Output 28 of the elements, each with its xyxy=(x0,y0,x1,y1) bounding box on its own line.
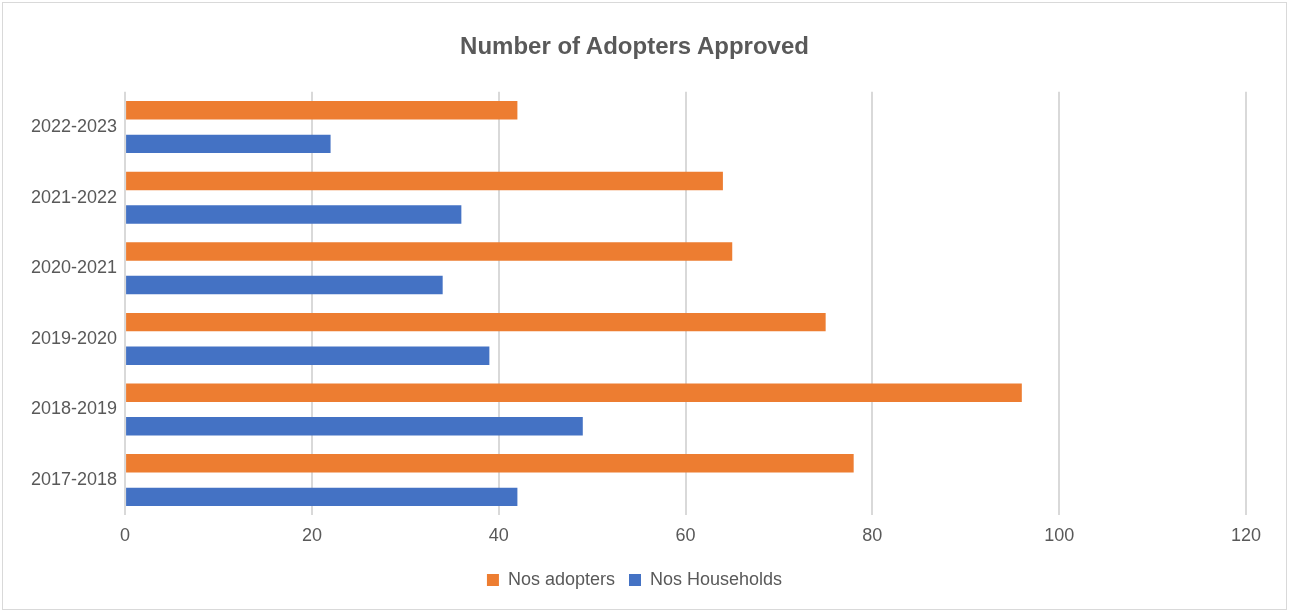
y-tick-label: 2017-2018 xyxy=(30,469,118,490)
bar xyxy=(126,205,462,224)
bar xyxy=(126,417,583,436)
legend-label: Nos adopters xyxy=(507,568,615,589)
x-tick-label: 0 xyxy=(120,525,131,546)
bar xyxy=(126,171,723,191)
x-tick-label: 40 xyxy=(488,525,509,546)
bar xyxy=(126,101,518,120)
x-tick-label: 60 xyxy=(675,525,696,546)
bar xyxy=(126,346,490,365)
bar xyxy=(126,487,518,507)
y-tick-label: 2020-2021 xyxy=(30,257,118,278)
bar xyxy=(126,312,826,332)
y-tick-label: 2022-2023 xyxy=(30,116,118,137)
x-tick-label: 120 xyxy=(1230,525,1262,546)
chart-title: Number of Adopters Approved xyxy=(460,32,809,60)
bar xyxy=(126,454,854,473)
bar xyxy=(126,242,733,261)
bar xyxy=(126,275,443,295)
x-tick-label: 100 xyxy=(1044,525,1075,546)
bar xyxy=(126,134,331,154)
y-tick-label: 2019-2020 xyxy=(30,327,118,348)
y-tick-label: 2021-2022 xyxy=(30,186,118,207)
bar xyxy=(126,383,1022,402)
x-tick-label: 80 xyxy=(862,525,883,546)
legend-label: Nos Households xyxy=(649,568,783,589)
y-tick-label: 2018-2019 xyxy=(30,398,118,419)
x-tick-label: 20 xyxy=(301,525,322,546)
